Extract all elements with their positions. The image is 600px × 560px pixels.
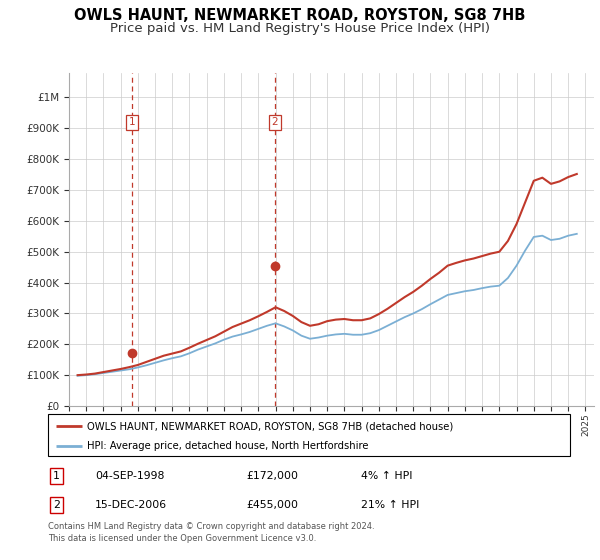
Text: 2: 2 <box>271 117 278 127</box>
Text: 2: 2 <box>53 500 60 510</box>
Text: OWLS HAUNT, NEWMARKET ROAD, ROYSTON, SG8 7HB: OWLS HAUNT, NEWMARKET ROAD, ROYSTON, SG8… <box>74 8 526 24</box>
Text: 4% ↑ HPI: 4% ↑ HPI <box>361 470 413 480</box>
Text: Contains HM Land Registry data © Crown copyright and database right 2024.
This d: Contains HM Land Registry data © Crown c… <box>48 522 374 543</box>
Text: 1: 1 <box>53 470 60 480</box>
Text: HPI: Average price, detached house, North Hertfordshire: HPI: Average price, detached house, Nort… <box>87 441 368 451</box>
Text: Price paid vs. HM Land Registry's House Price Index (HPI): Price paid vs. HM Land Registry's House … <box>110 22 490 35</box>
Text: 21% ↑ HPI: 21% ↑ HPI <box>361 500 419 510</box>
Text: OWLS HAUNT, NEWMARKET ROAD, ROYSTON, SG8 7HB (detached house): OWLS HAUNT, NEWMARKET ROAD, ROYSTON, SG8… <box>87 421 454 431</box>
Text: £172,000: £172,000 <box>247 470 298 480</box>
Text: 1: 1 <box>129 117 136 127</box>
Text: £455,000: £455,000 <box>247 500 298 510</box>
Text: 15-DEC-2006: 15-DEC-2006 <box>95 500 167 510</box>
Text: 04-SEP-1998: 04-SEP-1998 <box>95 470 164 480</box>
